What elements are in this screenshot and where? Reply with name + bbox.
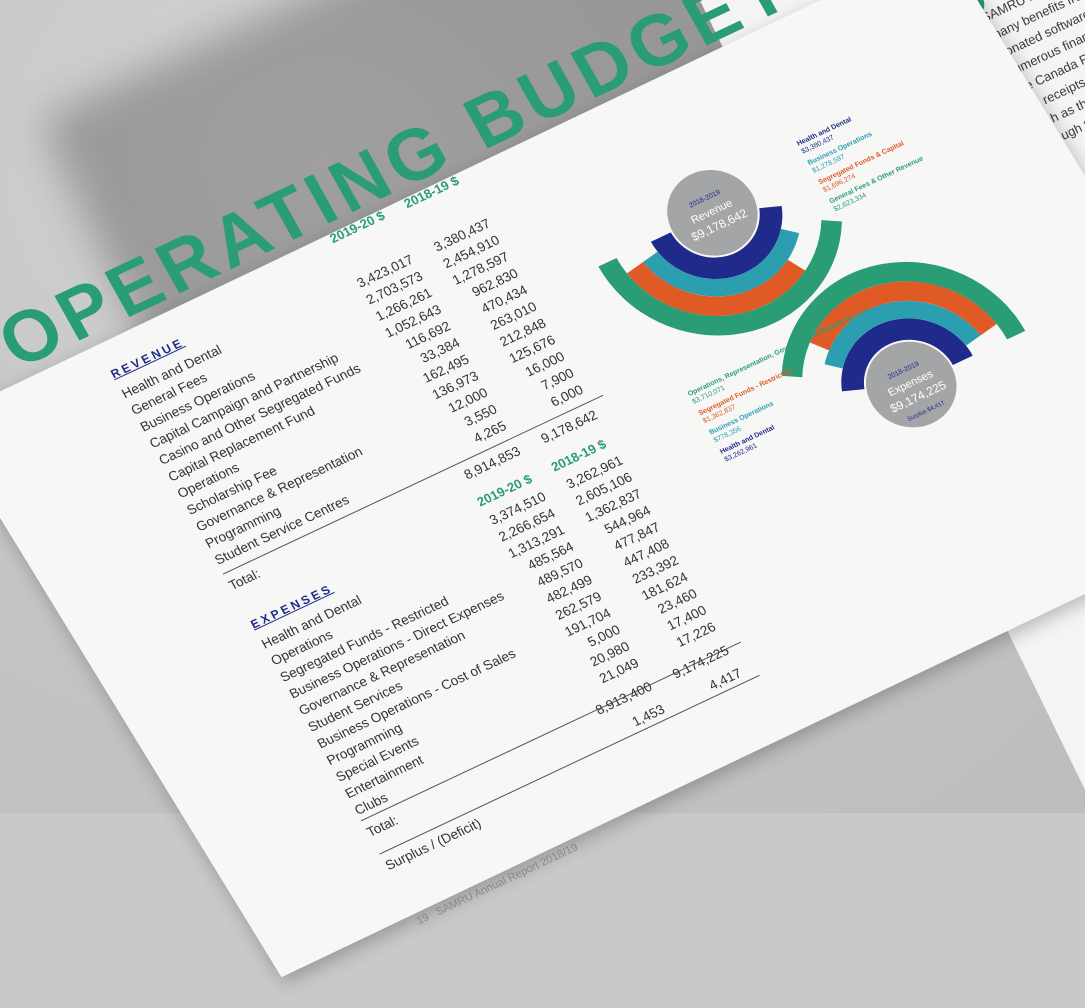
expense-arc-business-ops [824,300,981,369]
budget-chart-svg: 2018-2019 Revenue $9,178,642 2018-2019 E… [598,170,1026,428]
revenue-arc-health-dental [650,205,783,279]
revenue-center-circle [667,170,758,256]
revenue-arc-general-fees [598,220,842,336]
revenue-arc-business-ops [643,228,800,297]
revenue-donut [598,205,842,336]
expense-arc-segregated [809,281,997,351]
footer-report-name: SAMRU Annual Report 2018/19 [433,841,581,919]
footer-page-number: 19 [414,911,432,928]
expense-donut [781,261,1026,392]
revenue-arc-segregated [626,259,806,316]
budget-chart: 2018-2019 Revenue $9,178,642 2018-2019 E… [533,36,1085,605]
expense-arc-operations [781,261,1026,378]
expense-arc-health-dental [841,318,973,392]
footer: 19 SAMRU Annual Report 2018/19 [414,841,580,927]
expense-center-circle [865,341,957,428]
